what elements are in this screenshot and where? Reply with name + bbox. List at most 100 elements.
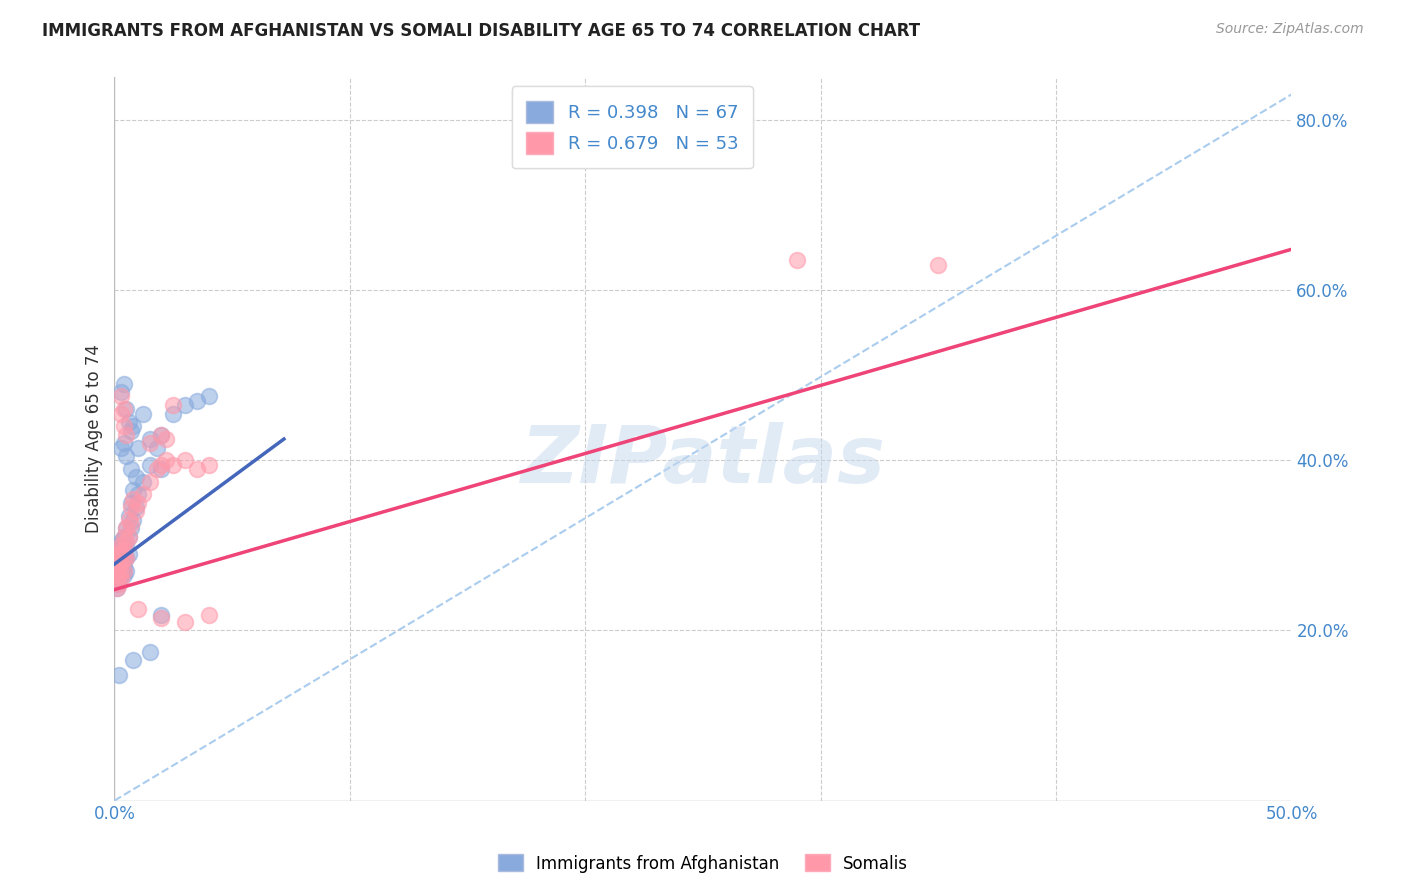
- Point: [150, 427, 173, 442]
- Point: [124, 504, 146, 518]
- Point: [105, 547, 128, 561]
- Point: [112, 564, 135, 578]
- Point: [115, 534, 138, 549]
- Point: [174, 453, 197, 467]
- Point: [127, 441, 149, 455]
- Point: [112, 530, 135, 544]
- Point: [112, 402, 135, 417]
- Point: [110, 407, 132, 421]
- Point: [115, 564, 138, 578]
- Point: [108, 551, 131, 566]
- Point: [108, 555, 131, 569]
- Point: [110, 538, 132, 552]
- Point: [117, 415, 139, 429]
- Point: [150, 610, 173, 624]
- Legend: R = 0.398   N = 67, R = 0.679   N = 53: R = 0.398 N = 67, R = 0.679 N = 53: [512, 87, 752, 169]
- Point: [105, 564, 128, 578]
- Point: [110, 547, 132, 561]
- Point: [115, 551, 138, 566]
- Point: [110, 542, 132, 557]
- Point: [127, 487, 149, 501]
- Point: [108, 542, 131, 557]
- Point: [115, 538, 138, 552]
- Point: [131, 475, 153, 489]
- Point: [131, 407, 153, 421]
- Point: [138, 475, 160, 489]
- Point: [122, 419, 145, 434]
- Point: [197, 458, 219, 472]
- Point: [174, 398, 197, 412]
- Point: [110, 568, 132, 582]
- Point: [162, 407, 184, 421]
- Point: [108, 568, 131, 582]
- Text: ZIPatlas: ZIPatlas: [520, 422, 886, 500]
- Point: [108, 551, 131, 566]
- Point: [108, 568, 131, 582]
- Point: [122, 653, 145, 667]
- Point: [127, 496, 149, 510]
- Point: [110, 555, 132, 569]
- Point: [112, 530, 135, 544]
- Point: [115, 402, 138, 417]
- Point: [110, 389, 132, 403]
- Point: [105, 555, 128, 569]
- Point: [150, 458, 173, 472]
- Point: [110, 559, 132, 574]
- Point: [120, 462, 142, 476]
- Point: [115, 427, 138, 442]
- Point: [120, 496, 142, 510]
- Point: [108, 538, 131, 552]
- Point: [174, 615, 197, 629]
- Point: [146, 441, 169, 455]
- Point: [186, 393, 208, 408]
- Point: [112, 551, 135, 566]
- Point: [112, 419, 135, 434]
- Point: [155, 432, 177, 446]
- Point: [108, 576, 131, 591]
- Point: [108, 573, 131, 587]
- Point: [108, 547, 131, 561]
- Point: [110, 441, 132, 455]
- Point: [105, 581, 128, 595]
- Point: [105, 547, 128, 561]
- Point: [150, 462, 173, 476]
- Point: [117, 530, 139, 544]
- Point: [112, 436, 135, 450]
- Point: [105, 542, 128, 557]
- Point: [786, 253, 808, 268]
- Point: [110, 534, 132, 549]
- Point: [115, 521, 138, 535]
- Point: [138, 432, 160, 446]
- Point: [105, 551, 128, 566]
- Point: [112, 542, 135, 557]
- Point: [115, 521, 138, 535]
- Point: [155, 453, 177, 467]
- Point: [112, 376, 135, 391]
- Point: [110, 564, 132, 578]
- Point: [108, 564, 131, 578]
- Point: [105, 555, 128, 569]
- Point: [150, 427, 173, 442]
- Point: [131, 487, 153, 501]
- Point: [124, 500, 146, 514]
- Point: [150, 608, 173, 623]
- Point: [112, 568, 135, 582]
- Point: [115, 449, 138, 463]
- Point: [115, 551, 138, 566]
- Y-axis label: Disability Age 65 to 74: Disability Age 65 to 74: [86, 344, 103, 533]
- Point: [197, 389, 219, 403]
- Point: [162, 458, 184, 472]
- Point: [117, 513, 139, 527]
- Point: [122, 491, 145, 506]
- Point: [112, 551, 135, 566]
- Point: [138, 436, 160, 450]
- Text: Source: ZipAtlas.com: Source: ZipAtlas.com: [1216, 22, 1364, 37]
- Point: [927, 258, 949, 272]
- Point: [117, 508, 139, 523]
- Point: [105, 573, 128, 587]
- Point: [122, 483, 145, 497]
- Point: [105, 576, 128, 591]
- Point: [162, 398, 184, 412]
- Point: [105, 581, 128, 595]
- Point: [105, 573, 128, 587]
